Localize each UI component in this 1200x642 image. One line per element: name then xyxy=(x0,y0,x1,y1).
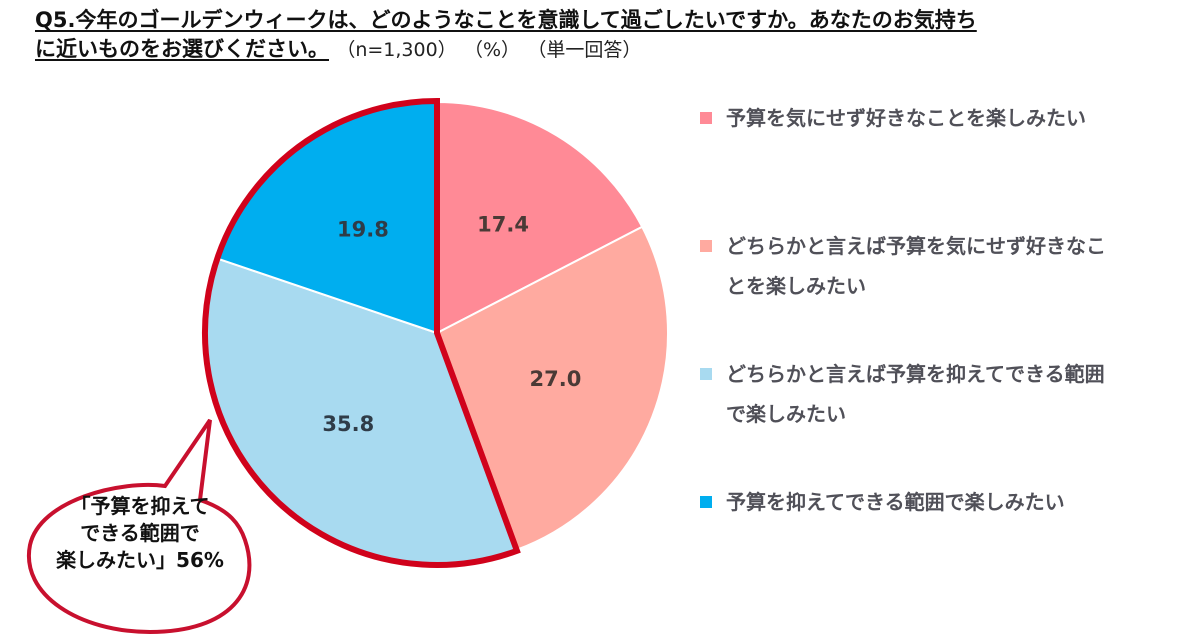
question-line2: に近いものをお選びください。 xyxy=(35,37,329,61)
sample-size: （n=1,300） xyxy=(336,39,457,61)
slice-label-1: 17.4 xyxy=(477,212,529,236)
legend-swatch-2 xyxy=(700,240,712,252)
pie-slices xyxy=(205,100,669,565)
pie-slice-2 xyxy=(435,225,669,552)
slice-label-4: 19.8 xyxy=(337,218,389,242)
pie-slice-1 xyxy=(436,100,644,335)
unit-label: （%） xyxy=(463,39,521,61)
slice-labels: 17.4 27.0 35.8 19.8 xyxy=(322,212,581,435)
legend-item-4: 予算を抑えてできる範囲で楽しみたい xyxy=(700,482,1180,522)
slice-label-3: 35.8 xyxy=(322,412,374,436)
answer-type: （単一回答） xyxy=(527,39,642,61)
highlight-outline xyxy=(202,97,521,568)
legend-item-2: どちらかと言えば予算を気にせず好きなこ とを楽しみたい xyxy=(700,226,1180,306)
question-line1: Q5.今年のゴールデンウィークは、どのようなことを意識して過ごしたいですか。あな… xyxy=(35,8,977,32)
legend-item-3: どちらかと言えば予算を抑えてできる範囲 で楽しみたい xyxy=(700,354,1180,434)
chart-title: Q5.今年のゴールデンウィークは、どのようなことを意識して過ごしたいですか。あな… xyxy=(35,6,1165,65)
legend-swatch-4 xyxy=(700,496,712,508)
legend-swatch-3 xyxy=(700,368,712,380)
legend-swatch-1 xyxy=(700,112,712,124)
legend-item-1: 予算を気にせず好きなことを楽しみたい xyxy=(700,98,1180,138)
slice-label-2: 27.0 xyxy=(530,367,582,391)
callout-bubble xyxy=(26,418,252,635)
callout-text: 「予算を抑えて できる範囲で 楽しみたい」56% xyxy=(56,494,224,572)
